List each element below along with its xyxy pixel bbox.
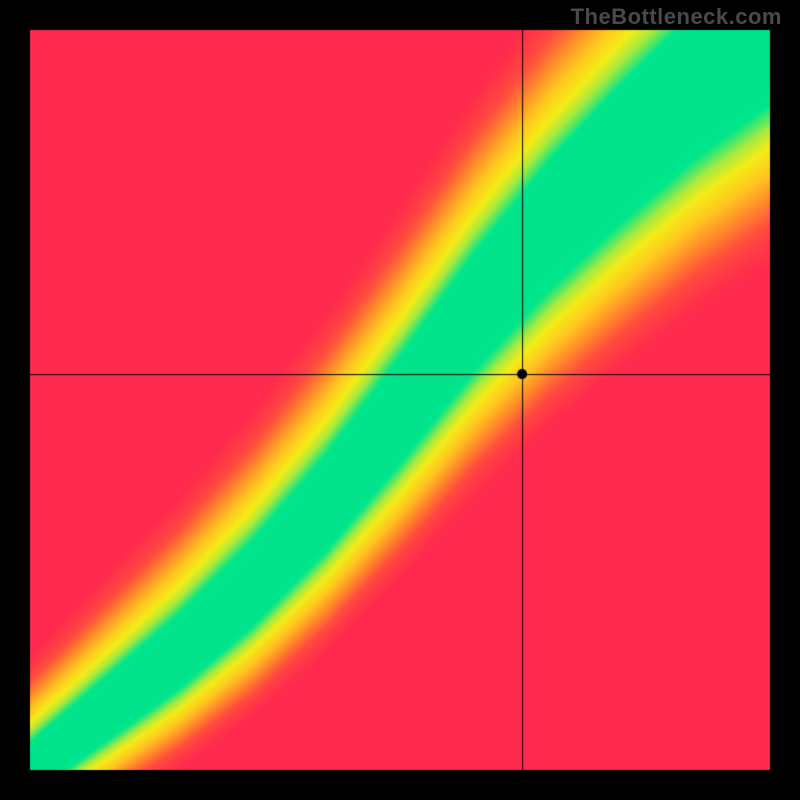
watermark-text: TheBottleneck.com [571,4,782,30]
chart-container: TheBottleneck.com [0,0,800,800]
heatmap-canvas [0,0,800,800]
